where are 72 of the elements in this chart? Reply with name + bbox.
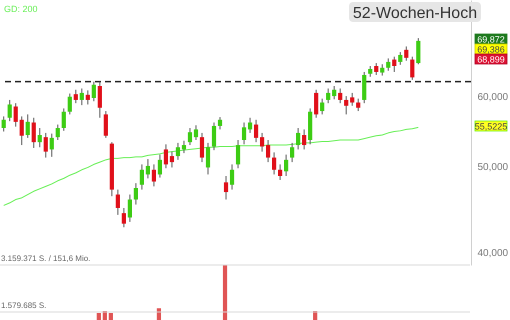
candlestick <box>152 164 156 187</box>
candlestick <box>206 142 210 175</box>
candlestick <box>62 108 66 132</box>
candlestick <box>236 140 240 169</box>
candlestick <box>260 132 264 152</box>
ref-line-label: 3.159.371 S. / 151,6 Mio. <box>1 254 90 263</box>
candlestick <box>416 38 420 65</box>
candlestick <box>410 56 414 80</box>
candlestick <box>374 62 378 76</box>
text: 69,872 <box>477 34 505 44</box>
y-tick-label: 60,000 <box>478 92 509 104</box>
candlestick <box>170 151 174 168</box>
text: GD: 200 <box>4 4 38 14</box>
candlestick <box>86 90 90 105</box>
candlestick <box>248 117 252 134</box>
candlestick <box>314 89 318 118</box>
candlestick <box>98 81 102 118</box>
candlestick <box>284 154 288 177</box>
candlestick <box>368 66 372 78</box>
candlestick <box>404 46 408 62</box>
candlestick <box>44 132 48 158</box>
candlestick <box>140 164 144 190</box>
candlestick <box>272 152 276 175</box>
candlestick <box>266 140 270 163</box>
candlestick <box>80 88 84 106</box>
candlestick <box>158 154 162 178</box>
candlestick <box>356 98 360 112</box>
candlestick <box>224 176 228 200</box>
candlestick <box>122 207 126 228</box>
candlestick <box>212 122 216 151</box>
candlestick <box>56 124 60 141</box>
text: 69,386 <box>477 44 505 54</box>
text: 68,899 <box>477 54 505 64</box>
candlestick <box>38 128 42 148</box>
ref-line-label: 52-Wochen-Hoch <box>352 5 478 22</box>
candlestick <box>116 189 120 216</box>
candlestick <box>146 158 150 179</box>
candlestick <box>290 142 294 163</box>
candlestick <box>296 128 300 150</box>
candlestick <box>92 81 96 102</box>
candlestick <box>242 122 246 145</box>
line-series <box>3 126 419 206</box>
candlestick <box>104 110 108 138</box>
candlestick <box>176 142 180 160</box>
candlestick <box>188 128 192 146</box>
candlestick <box>50 133 54 158</box>
candlestick <box>128 194 132 222</box>
candlestick <box>134 182 138 206</box>
candlestick <box>2 116 6 132</box>
candlestick <box>320 98 324 115</box>
candlestick <box>68 93 72 115</box>
candlestick <box>254 119 258 143</box>
candlestick <box>194 124 198 141</box>
candlestick <box>200 132 204 163</box>
candlestick <box>74 89 78 104</box>
candlestick <box>278 164 282 180</box>
candlestick <box>8 99 12 122</box>
y-tick-label: 50,000 <box>478 162 509 174</box>
candlestick <box>386 58 390 72</box>
candlestick <box>398 52 402 66</box>
y-tick-label: 40,000 <box>478 248 509 259</box>
candlestick <box>302 128 306 150</box>
candlestick <box>182 140 186 154</box>
candlestick <box>26 114 30 138</box>
candlestick <box>392 56 396 72</box>
candlestick <box>230 164 234 190</box>
candlestick <box>218 116 222 130</box>
candlestick <box>164 144 168 169</box>
candlestick <box>338 88 342 104</box>
candlestick <box>32 117 36 148</box>
ref-line-label: 1.579.685 S. <box>1 301 46 310</box>
candlestick <box>380 64 384 76</box>
